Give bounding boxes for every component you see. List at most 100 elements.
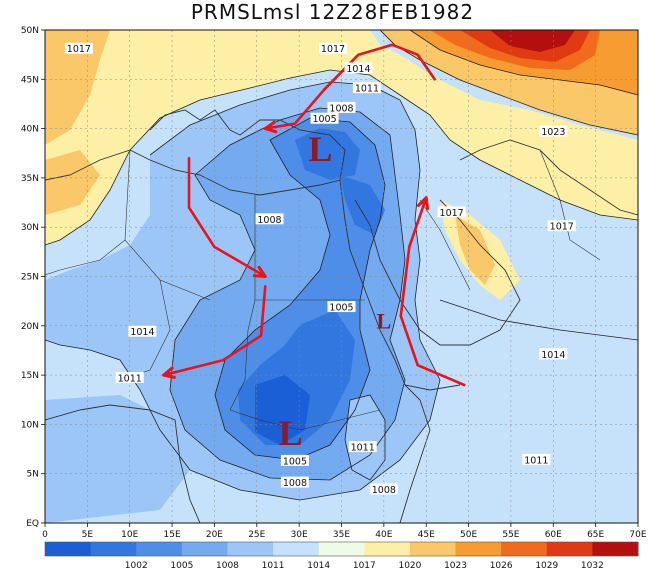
contour-label-text: 1014 <box>130 327 154 338</box>
contour-label-bg <box>352 82 381 94</box>
contour-label-text: 1023 <box>541 127 565 138</box>
legend-swatch <box>273 542 320 556</box>
lon-tick-label: 65E <box>587 530 604 540</box>
map-title: PRMSLmsl 12Z28FEB1982 <box>190 0 475 24</box>
legend-swatch <box>45 542 92 556</box>
arrow-shaft <box>162 285 267 377</box>
contour-label: 1014 <box>128 325 157 338</box>
contour-label: 1008 <box>255 213 284 226</box>
contour-label: 1014 <box>539 348 568 361</box>
lon-tick-label: 50E <box>460 530 477 540</box>
contour-label-bg <box>280 454 309 466</box>
lon-tick-label: 20E <box>206 530 223 540</box>
legend-label: 1020 <box>398 561 421 571</box>
contour-label: 1011 <box>115 372 144 385</box>
arrow-shaft <box>187 156 267 278</box>
contour-label: 1017 <box>319 42 348 55</box>
lat-tick-label: 15N <box>21 371 39 381</box>
contour-label-bg <box>115 372 144 384</box>
lat-tick-label: 20N <box>21 322 39 332</box>
contour-label: 1008 <box>369 483 398 496</box>
contour-label: 1005 <box>280 454 309 467</box>
contour-label-bg <box>64 42 93 54</box>
contour-label-bg <box>327 101 356 113</box>
contour-label-bg <box>255 213 284 225</box>
arrow-libya-south <box>187 156 267 278</box>
contour-label: 1011 <box>348 441 377 454</box>
lon-tick-label: 55E <box>502 530 519 540</box>
lon-tick-label: 45E <box>418 530 435 540</box>
lat-tick-label: 35N <box>21 174 39 184</box>
legend-swatch <box>227 542 274 556</box>
contour-label-text: 1017 <box>321 44 345 55</box>
legend-swatch <box>318 542 365 556</box>
low-pressure-markers: L L L <box>279 129 392 453</box>
legend-swatch <box>364 542 411 556</box>
contour-label-text: 1011 <box>524 455 548 466</box>
lon-tick-label: 40E <box>375 530 392 540</box>
legend-label: 1011 <box>262 561 285 571</box>
legend-swatch <box>546 542 593 556</box>
lat-tick-label: 45N <box>21 75 39 85</box>
latitude-axis: 50N 45N 40N 35N 30N 25N 20N 15N 10N 5N EQ <box>21 26 45 529</box>
arrow-sudan-west <box>162 285 267 379</box>
contour-label-text: 1011 <box>351 443 375 454</box>
contour-label-bg <box>310 112 339 124</box>
contour-labels: 1017 101710141011100810051023101710171008… <box>64 42 576 496</box>
longitude-axis: 0 5E 10E 15E 20E 25E 30E 35E 40E 45E 50E 55E 60E 65E 7… <box>42 523 647 540</box>
contour-label-bg <box>327 301 356 313</box>
lat-tick-label: 50N <box>21 26 39 36</box>
lat-tick-label: 40N <box>21 125 39 135</box>
contour-label-bg <box>539 125 568 137</box>
contour-label-bg <box>547 220 576 232</box>
legend-swatch <box>592 542 639 556</box>
contour-label: 1023 <box>539 125 568 138</box>
lon-tick-label: 30E <box>291 530 308 540</box>
contour-label-bg <box>369 483 398 495</box>
lat-tick-label: 30N <box>21 223 39 233</box>
arrow-head <box>252 265 267 278</box>
contour-label: 1011 <box>352 82 381 95</box>
contour-label-bg <box>348 441 377 453</box>
legend-swatch <box>181 542 228 556</box>
lon-tick-label: 70E <box>629 530 646 540</box>
contour-label-text: 1017 <box>440 208 464 219</box>
arrow-head <box>416 196 430 211</box>
legend-label: 1017 <box>353 561 376 571</box>
legend-swatch <box>90 542 137 556</box>
legend-swatch <box>455 542 502 556</box>
contour-label: 1017 <box>547 220 576 233</box>
contour-label: 1005 <box>310 112 339 125</box>
lon-tick-label: 35E <box>333 530 350 540</box>
contour-label-text: 1008 <box>372 485 396 496</box>
arrow-arabia-north <box>399 196 466 387</box>
low-pressure-marker: L <box>279 413 303 453</box>
legend-frame <box>44 541 639 557</box>
contour-label-text: 1008 <box>283 478 307 489</box>
lon-tick-label: 10E <box>121 530 138 540</box>
contour-label: 1008 <box>280 476 309 489</box>
lat-tick-label: 5N <box>27 470 39 480</box>
contour-label-text: 1005 <box>312 114 336 125</box>
contour-label-bg <box>280 476 309 488</box>
legend-label: 1005 <box>170 561 193 571</box>
arrow-head <box>162 366 176 379</box>
contour-label-bg <box>128 325 157 337</box>
contour-label-text: 1014 <box>346 64 370 75</box>
contour-label: 1005 <box>327 301 356 314</box>
lat-tick-label: 10N <box>21 420 39 430</box>
contour-label-text: 1005 <box>283 456 307 467</box>
contour-label: 1017 <box>64 42 93 55</box>
legend-label: 1023 <box>444 561 467 571</box>
contour-label-text: 1008 <box>257 215 281 226</box>
arrow-shaft <box>399 196 466 387</box>
legend-label: 1002 <box>125 561 148 571</box>
legend-label: 1014 <box>307 561 330 571</box>
lon-tick-label: 15E <box>164 530 181 540</box>
contour-label-text: 1014 <box>541 350 565 361</box>
contour-label-bg <box>539 348 568 360</box>
contour-label-text: 1005 <box>329 303 353 314</box>
contour-label: 1011 <box>522 453 551 466</box>
contour-label-text: 1017 <box>67 44 91 55</box>
contour-label-text: 1011 <box>355 84 379 95</box>
